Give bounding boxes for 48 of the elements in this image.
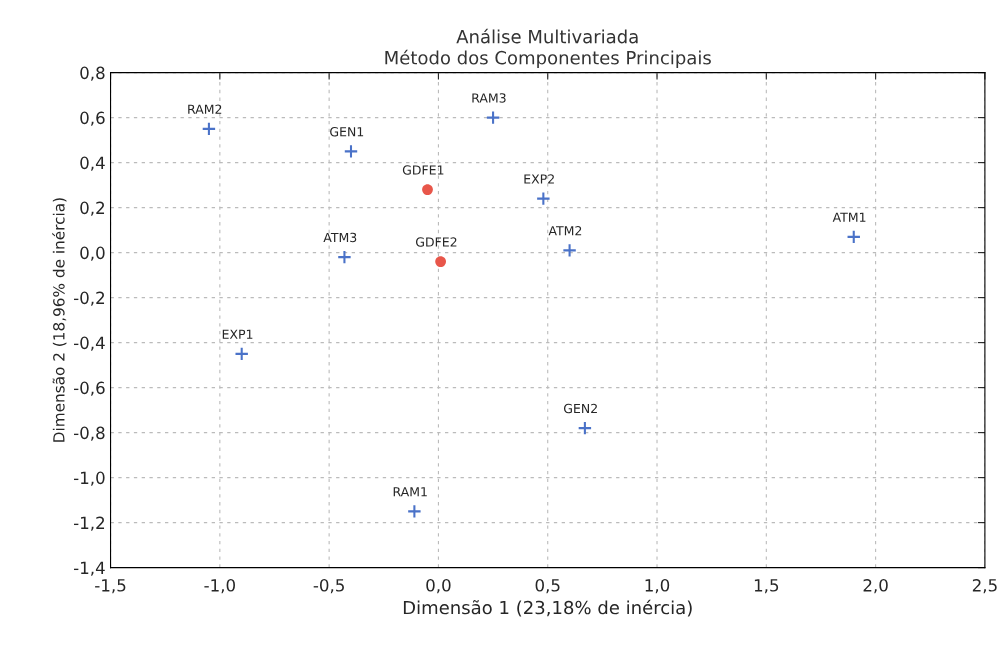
y-tick-label: -1,0 [73, 471, 105, 486]
y-tick-label: 0,4 [80, 156, 105, 171]
annotation: RAM1 [393, 487, 427, 497]
annotation: RAM3 [472, 93, 506, 103]
y-tick-label: 0,2 [80, 201, 105, 216]
point [343, 144, 359, 159]
annotation: GEN2 [563, 403, 597, 414]
x-tick-label: -1,0 [204, 579, 235, 594]
point [422, 184, 433, 195]
x-tick-label: 1,5 [754, 579, 779, 594]
annotation: ATM3 [323, 232, 357, 243]
x-tick-label: 1,0 [645, 579, 670, 594]
x-tick-label: -0,5 [313, 579, 344, 594]
point [435, 256, 446, 267]
point [201, 121, 217, 137]
x-tick-label: 0,5 [535, 579, 560, 594]
point [485, 110, 501, 125]
point [577, 420, 593, 436]
point [562, 243, 577, 258]
annotation: GDFE1 [402, 165, 444, 175]
y-tick-label: 0,8 [80, 66, 105, 81]
point [407, 504, 422, 519]
point [846, 229, 861, 245]
x-tick-label: 2,5 [972, 579, 997, 594]
point [234, 346, 249, 362]
y-tick-label: -0,6 [73, 381, 105, 396]
y-tick-label: 0,0 [80, 246, 105, 261]
point [536, 191, 551, 206]
x-tick-label: 2,0 [863, 579, 888, 594]
point [337, 249, 352, 265]
y-tick-label: 0,6 [80, 111, 105, 126]
annotation: ATM1 [832, 212, 866, 222]
y-tick-label: -0,8 [73, 426, 105, 441]
y-tick-label: -0,4 [73, 336, 105, 351]
y-tick-label: -1,2 [73, 516, 105, 531]
annotation: RAM2 [188, 104, 222, 114]
annotation: EXP2 [524, 174, 554, 184]
x-tick-label: 0,0 [426, 579, 451, 594]
x-tick-label: -1,5 [95, 579, 126, 594]
annotation: GEN1 [330, 126, 364, 137]
chart-title: Análise Multivariada Método dos Componentes Principais [385, 28, 711, 69]
x-axis-title: Dimensão 1 (23,18% de inércia) [403, 599, 692, 617]
y-tick-label: -0,2 [73, 291, 105, 306]
y-axis-title: Dimensão 2 (18,96% de inércia) [52, 198, 67, 442]
annotation: EXP1 [222, 329, 253, 339]
annotation: GDFE2 [415, 237, 457, 247]
y-tick-label: -1,4 [73, 561, 105, 576]
annotation: ATM2 [548, 225, 582, 236]
